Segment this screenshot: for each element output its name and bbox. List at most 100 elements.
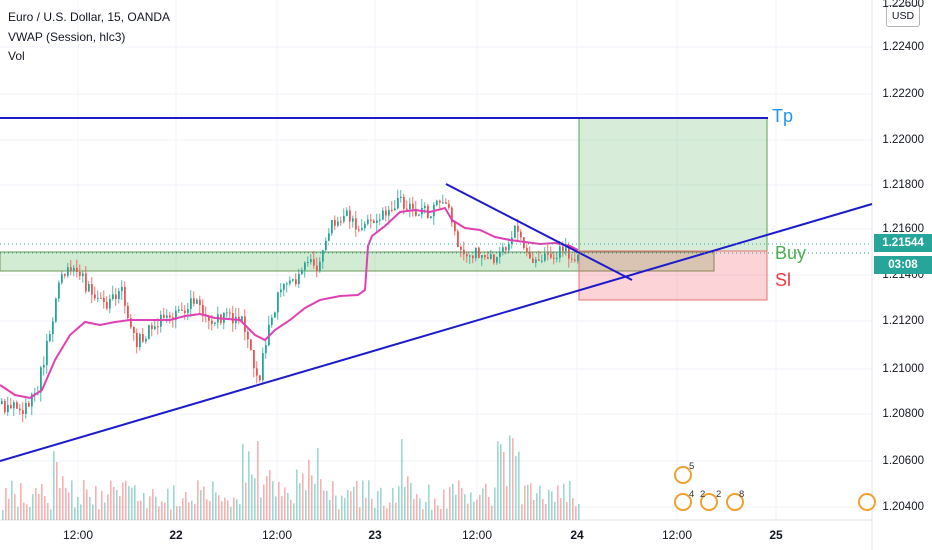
price-axis-tick: 1.20400 — [882, 501, 924, 513]
volume-bar — [119, 496, 121, 520]
stop-loss-label[interactable]: Sl — [775, 270, 792, 290]
candle — [166, 315, 168, 318]
event-count: 8 — [739, 489, 745, 500]
candle — [445, 202, 447, 204]
candle — [331, 219, 333, 234]
volume-bar — [74, 507, 76, 520]
candle — [10, 405, 12, 409]
candle — [145, 338, 147, 342]
candle — [295, 279, 297, 285]
volume-bar — [107, 494, 109, 520]
volume-bar — [365, 497, 367, 520]
flag-us-icon[interactable] — [700, 493, 718, 511]
vwap-indicator-label[interactable]: VWAP (Session, hlc3) — [8, 30, 126, 44]
volume-bar — [536, 493, 538, 520]
volume-bar — [356, 480, 358, 520]
candles — [1, 189, 579, 423]
volume-bar — [371, 498, 373, 520]
candle — [301, 270, 303, 274]
price-axis-tick: 1.20600 — [882, 455, 924, 467]
candle — [13, 402, 15, 409]
volume-bar — [506, 486, 508, 520]
volume-bar — [407, 476, 409, 520]
volume-bar — [47, 502, 49, 520]
volume-bar — [149, 496, 151, 520]
candle — [181, 309, 183, 311]
candle — [148, 325, 150, 339]
volume-bar — [425, 502, 427, 520]
candle — [412, 203, 414, 209]
candle — [529, 252, 531, 259]
volume-bar — [251, 474, 253, 520]
currency-button[interactable]: USD — [886, 5, 920, 27]
volume-indicator-label[interactable]: Vol — [8, 49, 25, 63]
stop-loss-zone — [578, 250, 768, 301]
candle — [310, 259, 312, 263]
candle — [214, 322, 216, 324]
candle — [232, 313, 234, 324]
candle — [130, 318, 132, 328]
candle — [169, 315, 171, 318]
volume-bar — [2, 509, 4, 520]
candle — [550, 253, 552, 258]
candle — [388, 209, 390, 216]
economic-event-icon[interactable] — [674, 466, 692, 484]
volume-bar — [170, 509, 172, 520]
event-count: 2 — [700, 489, 706, 500]
candle — [457, 231, 459, 247]
volume-bar — [131, 487, 133, 520]
candle — [463, 249, 465, 255]
candle-countdown-tag: 03:08 — [874, 256, 932, 274]
flag-us-icon[interactable] — [726, 493, 744, 511]
candle — [82, 273, 84, 277]
candle — [85, 273, 87, 292]
candle — [469, 255, 471, 257]
candle — [322, 250, 324, 262]
volume-bar — [83, 480, 85, 520]
volume-bar — [575, 506, 577, 520]
volume-bar — [422, 509, 424, 520]
volume-bar — [413, 498, 415, 520]
candle — [280, 289, 282, 293]
candle — [28, 402, 30, 407]
buy-label[interactable]: Buy — [775, 243, 807, 263]
candle — [385, 210, 387, 216]
flag-us-icon[interactable] — [858, 493, 876, 511]
candle — [184, 310, 186, 313]
volume-bar — [488, 497, 490, 520]
candle — [451, 207, 453, 223]
candle — [562, 246, 564, 252]
volume-bar — [116, 490, 118, 520]
candle — [355, 218, 357, 230]
flag-us-icon[interactable] — [674, 493, 692, 511]
volume-bar — [86, 489, 88, 520]
candle — [448, 203, 450, 208]
candle — [79, 271, 81, 277]
volume-bar — [191, 500, 193, 520]
candle — [22, 410, 24, 415]
candle — [247, 331, 249, 340]
volume-bar — [281, 496, 283, 520]
symbol-title[interactable]: Euro / U.S. Dollar, 15, OANDA — [8, 10, 171, 24]
candle — [58, 282, 60, 299]
price-axis-tick: 1.21200 — [882, 315, 924, 327]
candle — [253, 349, 255, 369]
volume-bar — [38, 493, 40, 520]
candle — [43, 365, 45, 368]
candle — [340, 221, 342, 223]
volume-bar — [248, 451, 250, 520]
candle — [133, 327, 135, 333]
candle — [163, 314, 165, 318]
candle — [397, 198, 399, 209]
candle — [307, 262, 309, 264]
candle — [466, 254, 468, 257]
candle — [4, 400, 6, 413]
volume-bar — [377, 491, 379, 520]
volume-bar — [509, 435, 511, 520]
take-profit-label[interactable]: Tp — [772, 106, 794, 126]
candle — [358, 229, 360, 231]
volume-bar — [35, 487, 37, 520]
volume-bar — [65, 487, 67, 520]
volume-bar — [569, 481, 571, 520]
